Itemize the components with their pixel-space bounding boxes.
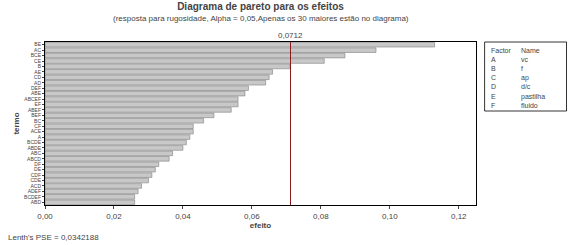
svg-text:Diagrama de pareto para os efe: Diagrama de pareto para os efeitos <box>177 1 344 12</box>
svg-text:ACE: ACE <box>31 128 42 134</box>
svg-text:DEF: DEF <box>31 85 41 91</box>
svg-text:BCE: BCE <box>31 52 42 58</box>
svg-text:DE: DE <box>34 166 42 172</box>
svg-text:Namevcfapd/cpastilhafluido: Namevcfapd/cpastilhafluido <box>521 47 545 109</box>
svg-text:ABE: ABE <box>31 90 42 96</box>
svg-text:(resposta para rugosidade, Alp: (resposta para rugosidade, Alpha = 0,05,… <box>113 14 409 23</box>
svg-text:AC: AC <box>34 47 41 53</box>
svg-text:BC: BC <box>34 118 41 124</box>
svg-text:AD: AD <box>34 80 41 86</box>
svg-text:A: A <box>38 134 42 140</box>
svg-text:B: B <box>38 63 42 69</box>
svg-text:CDE: CDE <box>30 177 41 183</box>
svg-text:ABCD: ABCD <box>27 156 41 162</box>
svg-text:ABC: ABC <box>31 150 42 156</box>
svg-text:0,10: 0,10 <box>382 212 398 221</box>
svg-text:Lenth's PSE = 0,0342188: Lenth's PSE = 0,0342188 <box>8 233 99 242</box>
svg-text:0,00: 0,00 <box>37 212 53 221</box>
svg-text:EF: EF <box>35 101 41 107</box>
svg-text:BEF: BEF <box>31 112 41 118</box>
svg-text:0,0712: 0,0712 <box>278 31 303 40</box>
svg-text:ABEF: ABEF <box>28 107 41 113</box>
svg-text:ABDE: ABDE <box>27 145 41 151</box>
svg-text:FactorABCDEF: FactorABCDEF <box>491 47 512 109</box>
svg-text:termo: termo <box>12 112 21 134</box>
svg-text:0,04: 0,04 <box>175 212 191 221</box>
svg-text:0,06: 0,06 <box>244 212 260 221</box>
svg-text:0,02: 0,02 <box>106 212 122 221</box>
svg-text:CE: CE <box>34 58 42 64</box>
svg-text:CDF: CDF <box>31 172 41 178</box>
svg-text:AE: AE <box>34 69 41 75</box>
svg-text:0,08: 0,08 <box>313 212 329 221</box>
svg-text:ABCEF: ABCEF <box>24 96 41 102</box>
svg-text:CF: CF <box>34 123 41 129</box>
svg-text:DF: DF <box>34 161 41 167</box>
svg-text:BCDE: BCDE <box>27 139 42 145</box>
svg-text:CD: CD <box>34 74 42 80</box>
svg-text:ACD: ACD <box>30 183 41 189</box>
svg-text:0,12: 0,12 <box>451 212 467 221</box>
svg-text:ADEF: ADEF <box>28 188 41 194</box>
svg-text:BE: BE <box>34 41 41 47</box>
svg-text:ABD: ABD <box>31 199 42 205</box>
svg-text:efeito: efeito <box>250 221 271 230</box>
svg-text:BCDEF: BCDEF <box>24 194 41 200</box>
